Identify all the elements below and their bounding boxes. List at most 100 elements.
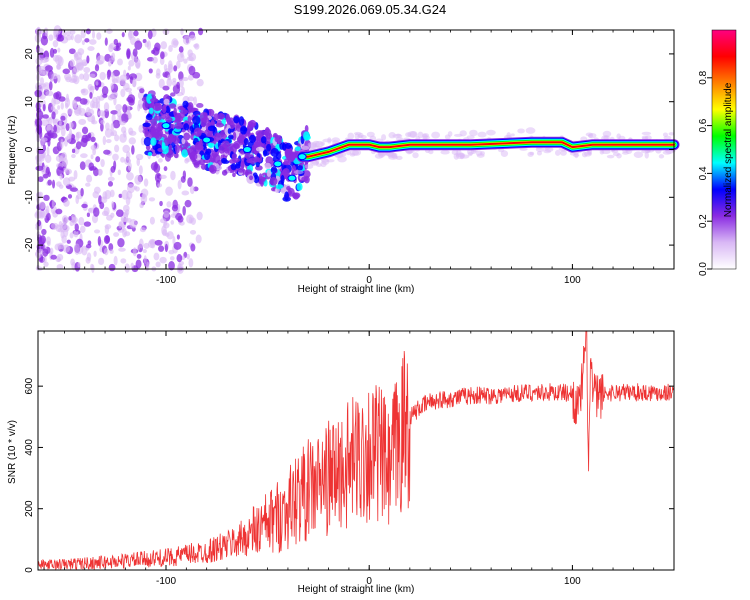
spectrogram-cell bbox=[188, 65, 196, 76]
spectrogram-cell bbox=[215, 122, 225, 128]
spectrogram-cell bbox=[148, 197, 156, 202]
spectrogram-cell bbox=[153, 115, 162, 121]
spectrogram-y-ticks: -20 -10 0 10 20 bbox=[24, 48, 674, 252]
spectrogram-cell bbox=[117, 238, 125, 248]
spectrogram-cell bbox=[161, 104, 167, 114]
spectrogram-cell bbox=[50, 132, 58, 139]
spectrogram-cell bbox=[148, 107, 154, 114]
spectrogram-cell bbox=[79, 161, 86, 170]
spectrogram-cell bbox=[36, 110, 44, 120]
spectrogram-cell bbox=[180, 28, 184, 36]
spectrogram-cell bbox=[148, 68, 153, 74]
spectrogram-cell bbox=[67, 108, 74, 115]
spectrogram-cell bbox=[209, 152, 216, 163]
spectrogram-cell bbox=[296, 165, 303, 171]
spectrogram-ridge bbox=[161, 122, 680, 182]
spectrogram-cell bbox=[70, 187, 78, 192]
spectrogram-cell bbox=[90, 136, 96, 143]
spectrogram-cell bbox=[163, 166, 168, 172]
spectrogram-cell bbox=[165, 186, 173, 196]
spectrogram-cell bbox=[53, 124, 57, 133]
spectrogram-cell bbox=[160, 51, 165, 60]
spectrogram-cell bbox=[172, 199, 178, 209]
spectrogram-cell bbox=[181, 149, 189, 158]
spectrogram-cell bbox=[112, 119, 121, 129]
spectrogram-cell bbox=[112, 153, 119, 161]
spectrogram-cell bbox=[249, 175, 254, 181]
snr-y-tick-label: 200 bbox=[24, 500, 35, 517]
spectrogram-cell bbox=[69, 59, 75, 67]
spectrogram-cell bbox=[39, 77, 45, 86]
spectrogram-cell bbox=[50, 254, 57, 260]
spectrogram-cell bbox=[35, 165, 44, 171]
spectrogram-cell bbox=[203, 158, 211, 164]
spectrogram-cell bbox=[73, 243, 80, 254]
spectrogram-x-ticks: -100 0 100 bbox=[43, 30, 675, 286]
spectrogram-cell bbox=[197, 27, 204, 36]
colorbar-label: Normalized spectral amplitude bbox=[723, 82, 734, 217]
spectrogram-cell bbox=[120, 88, 126, 98]
spectrogram-cell bbox=[176, 234, 180, 240]
spectrogram-ridge-point bbox=[297, 153, 307, 161]
spectrogram-cell bbox=[50, 222, 59, 230]
spectrogram-cell bbox=[159, 200, 163, 207]
snr-y-axis-label: SNR (10 * v/v) bbox=[7, 420, 18, 484]
spectrogram-cell bbox=[293, 170, 304, 175]
spectrogram-cell bbox=[196, 211, 203, 221]
spectrogram-cell bbox=[42, 248, 49, 257]
spectrogram-cell bbox=[104, 225, 110, 235]
spectrogram-cell bbox=[289, 153, 296, 161]
spectrogram-cell bbox=[181, 190, 190, 196]
spectrogram-cell bbox=[48, 34, 54, 41]
spectrogram-cell bbox=[417, 131, 424, 139]
spectrogram-cell bbox=[65, 93, 70, 103]
spectrogram-cell bbox=[90, 144, 97, 151]
spectrogram-cell bbox=[114, 134, 120, 142]
spectrogram-cell bbox=[164, 243, 169, 253]
spectrogram-cell bbox=[469, 129, 478, 137]
spectrogram-cell bbox=[95, 156, 101, 163]
spectrogram-cell bbox=[486, 129, 496, 136]
spectrogram-cell bbox=[160, 218, 167, 224]
spectrogram-cell bbox=[182, 100, 189, 109]
spectrogram-cell bbox=[116, 109, 122, 118]
spectrogram-cell bbox=[388, 132, 396, 139]
spectrogram-cell bbox=[113, 232, 120, 237]
spectrogram-cell bbox=[168, 260, 175, 271]
spectrogram-cell bbox=[202, 117, 210, 124]
spectrogram-cell bbox=[155, 261, 161, 268]
spectrogram-cell bbox=[41, 119, 50, 127]
spectrogram-cell bbox=[159, 256, 167, 264]
spectrogram-cell bbox=[50, 106, 55, 111]
spectrogram-cell bbox=[40, 35, 49, 46]
spectrogram-cell bbox=[82, 88, 86, 94]
chart-title: S199.2026.069.05.34.G24 bbox=[294, 2, 447, 17]
spectrogram-cell bbox=[255, 146, 265, 152]
spectrogram-cell bbox=[37, 176, 44, 183]
spectrogram-cell bbox=[207, 125, 217, 132]
spectrogram-cell bbox=[84, 38, 90, 43]
spectrogram-cell bbox=[150, 97, 159, 103]
spectrogram-cell bbox=[284, 150, 290, 159]
spectrogram-cell bbox=[232, 131, 237, 141]
spectrogram-cell bbox=[169, 134, 174, 143]
spectrogram-cell bbox=[159, 174, 167, 179]
spectrogram-cell bbox=[158, 158, 163, 163]
spectrogram-cell bbox=[91, 102, 99, 109]
spectrogram-cell bbox=[320, 141, 325, 146]
spectrogram-cell bbox=[232, 172, 236, 178]
spectrogram-cell bbox=[153, 102, 161, 112]
spectrogram-cell bbox=[65, 123, 70, 131]
spectrogram-cell bbox=[190, 243, 196, 252]
spectrogram-cell bbox=[150, 137, 157, 146]
spectrogram-cell bbox=[265, 156, 273, 165]
spectrogram-cell bbox=[76, 189, 81, 195]
spectrogram-cell bbox=[294, 146, 301, 152]
spectrogram-cell bbox=[159, 57, 165, 66]
spectrogram-cell bbox=[103, 149, 111, 155]
spectrogram-cell bbox=[48, 81, 53, 91]
spectrogram-cell bbox=[301, 145, 310, 150]
spectrogram-cell bbox=[49, 247, 54, 255]
snr-y-tick-label: 0 bbox=[24, 567, 35, 573]
